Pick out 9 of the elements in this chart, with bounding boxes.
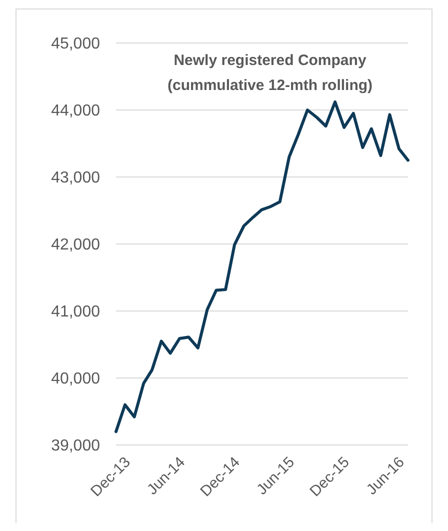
- y-tick-label: 41,000: [51, 304, 100, 321]
- y-tick-label: 39,000: [51, 438, 100, 455]
- y-tick-label: 43,000: [51, 170, 100, 187]
- line-series: [114, 100, 410, 434]
- y-tick-label: 44,000: [51, 102, 100, 120]
- text: Newly registered Company (cummulative 12-mth rolling): [167, 52, 373, 94]
- y-tick-label: 42,000: [51, 236, 100, 254]
- y-tick-label: 40,000: [51, 370, 100, 388]
- y-tick-label: 45,000: [51, 36, 100, 53]
